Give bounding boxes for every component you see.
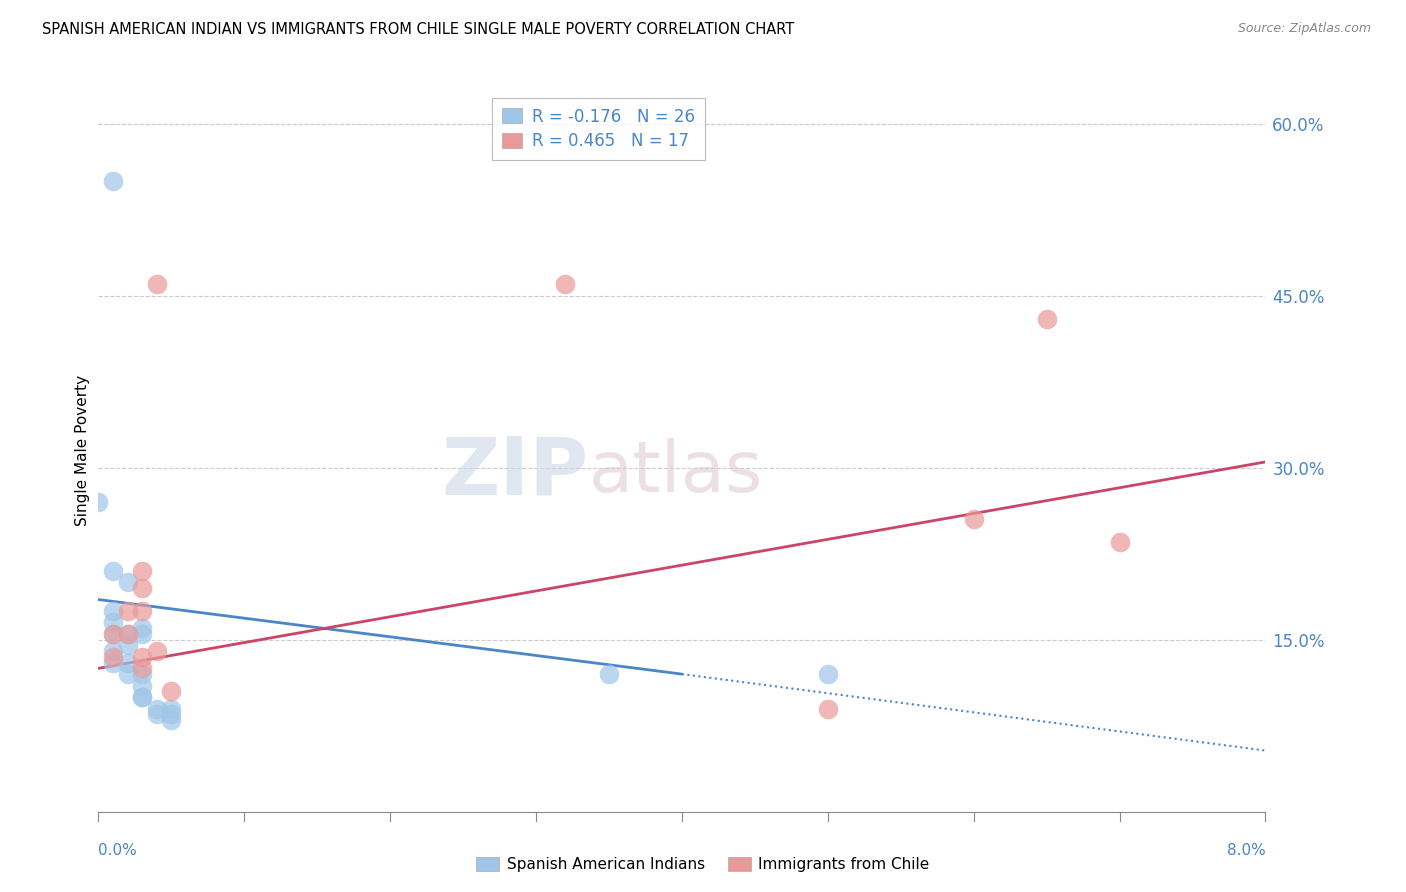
- Y-axis label: Single Male Poverty: Single Male Poverty: [75, 375, 90, 526]
- Point: [101, 644, 124, 658]
- Point: [146, 277, 169, 292]
- Point: [160, 701, 183, 715]
- Point: [87, 495, 110, 509]
- Point: [131, 690, 153, 704]
- Point: [117, 656, 139, 670]
- Text: 0.0%: 0.0%: [98, 843, 138, 858]
- Point: [160, 707, 183, 722]
- Point: [101, 604, 124, 618]
- Point: [131, 621, 153, 635]
- Point: [131, 667, 153, 681]
- Point: [101, 656, 124, 670]
- Point: [131, 627, 153, 641]
- Point: [117, 639, 139, 653]
- Point: [146, 701, 169, 715]
- Text: Source: ZipAtlas.com: Source: ZipAtlas.com: [1237, 22, 1371, 36]
- Point: [146, 644, 169, 658]
- Point: [101, 627, 124, 641]
- Point: [817, 667, 839, 681]
- Point: [1035, 311, 1057, 326]
- Point: [598, 667, 620, 681]
- Point: [131, 604, 153, 618]
- Legend: Spanish American Indians, Immigrants from Chile: Spanish American Indians, Immigrants fro…: [468, 849, 938, 880]
- Legend: R = -0.176   N = 26, R = 0.465   N = 17: R = -0.176 N = 26, R = 0.465 N = 17: [492, 97, 704, 161]
- Text: 8.0%: 8.0%: [1226, 843, 1265, 858]
- Point: [101, 615, 124, 630]
- Point: [101, 627, 124, 641]
- Point: [962, 512, 984, 526]
- Point: [117, 575, 139, 590]
- Point: [131, 661, 153, 675]
- Text: SPANISH AMERICAN INDIAN VS IMMIGRANTS FROM CHILE SINGLE MALE POVERTY CORRELATION: SPANISH AMERICAN INDIAN VS IMMIGRANTS FR…: [42, 22, 794, 37]
- Text: atlas: atlas: [589, 438, 763, 507]
- Point: [131, 649, 153, 664]
- Point: [160, 713, 183, 727]
- Point: [117, 667, 139, 681]
- Point: [1108, 535, 1130, 549]
- Point: [101, 649, 124, 664]
- Text: ZIP: ZIP: [441, 434, 589, 511]
- Point: [117, 627, 139, 641]
- Point: [131, 564, 153, 578]
- Point: [817, 701, 839, 715]
- Point: [101, 174, 124, 188]
- Point: [160, 684, 183, 698]
- Point: [117, 627, 139, 641]
- Point: [131, 581, 153, 595]
- Point: [117, 604, 139, 618]
- Point: [146, 707, 169, 722]
- Point: [131, 679, 153, 693]
- Point: [131, 690, 153, 704]
- Point: [101, 564, 124, 578]
- Point: [554, 277, 576, 292]
